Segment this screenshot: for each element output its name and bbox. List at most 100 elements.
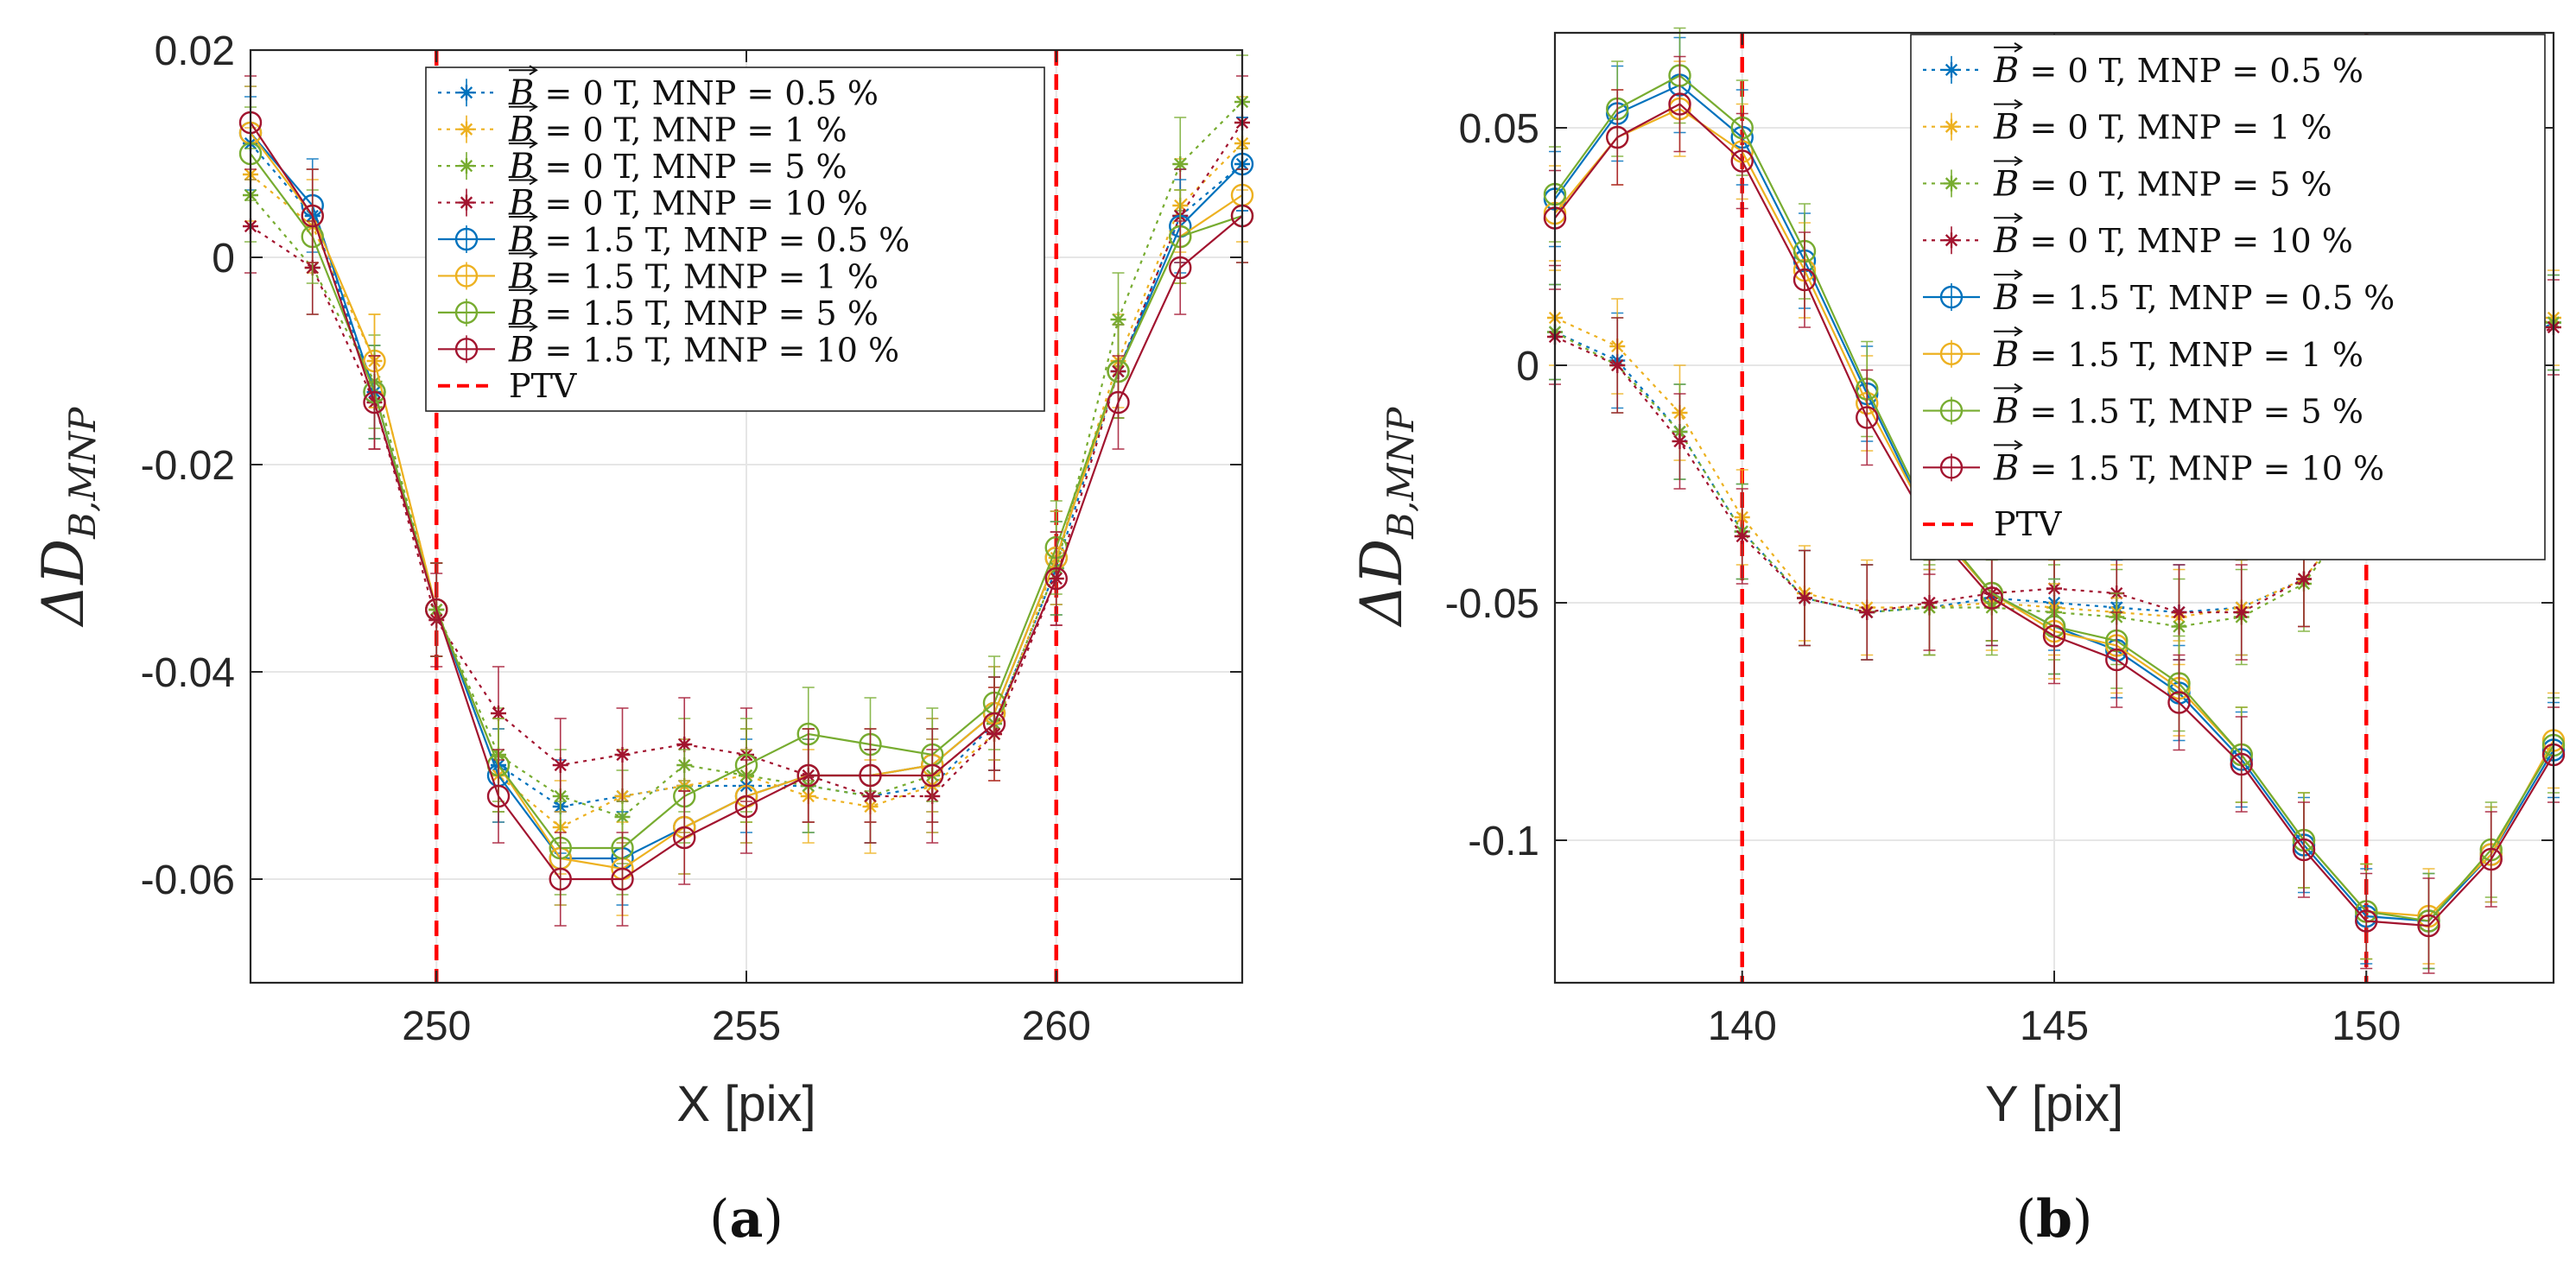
error-bar [554, 832, 567, 927]
legend-entry: B = 0 T, MNP = 0.5 % [1993, 51, 2363, 91]
legend-marker [1939, 342, 1964, 365]
legend-entry: B = 0 T, MNP = 5 % [1993, 164, 2332, 204]
legend-marker [454, 338, 479, 361]
x-tick-label: 250 [402, 1003, 471, 1049]
error-bar [2235, 716, 2248, 813]
series-8 [238, 75, 1254, 927]
data-point [1110, 312, 1126, 327]
data-point [2479, 847, 2503, 871]
y-axis-label: ΔDB,MNP [30, 407, 104, 629]
data-point [2105, 648, 2129, 672]
error-bar [616, 832, 629, 927]
legend-marker [459, 158, 474, 174]
legend-marker [1939, 456, 1964, 479]
x-tick-label: 140 [1708, 1003, 1777, 1049]
error-bar [802, 728, 815, 823]
data-point [1169, 256, 1192, 280]
chart-panel-b: 140 145 150 -0.1 -0.05 0 0.05 Y [pix] ΔDB,MNP (b)… [1348, 27, 2566, 1250]
error-bar [1673, 55, 1686, 153]
error-bar [926, 728, 939, 823]
legend: B = 0 T, MNP = 0.5 %B = 0 T, MNP = 1 %B … [1910, 34, 2546, 560]
data-point [552, 757, 568, 773]
vector-arrow-head [2014, 269, 2023, 280]
y-tick-label: -0.02 [141, 443, 235, 489]
vector-arrow-head [2014, 212, 2023, 224]
legend-entry: B = 1.5 T, MNP = 10 % [508, 330, 899, 370]
series-line [1554, 326, 2554, 614]
data-point [982, 712, 1006, 736]
legend-marker [454, 301, 479, 325]
chart-panel-a: 250 255 260 -0.06 -0.04 -0.02 0 0.02 X [pix] ΔDB,… [30, 28, 1254, 1250]
data-point [1921, 595, 1938, 611]
data-point [1107, 390, 1130, 415]
error-bar [1611, 89, 1624, 186]
data-point [2296, 571, 2312, 587]
error-bar [492, 749, 504, 844]
error-bar [1735, 112, 1748, 210]
y-tick-label: 0 [212, 236, 235, 282]
legend-entry: B = 0 T, MNP = 10 % [1993, 221, 2353, 261]
y-axis-label: ΔDB,MNP [1348, 407, 1422, 629]
data-point [491, 706, 506, 721]
y-tick-label: 0.02 [155, 28, 235, 74]
vector-arrow-head [529, 248, 538, 259]
data-point [1668, 92, 1691, 116]
error-bar [1174, 220, 1187, 315]
vector-arrow-head [529, 212, 538, 222]
legend-marker [454, 227, 479, 251]
legend-marker [1939, 399, 1964, 422]
y-tick-label: 0 [1516, 344, 1539, 389]
legend-marker [459, 121, 474, 137]
data-point [425, 598, 448, 622]
legend-entry: B = 0 T, MNP = 1 % [508, 111, 847, 150]
error-bar [306, 168, 319, 263]
error-bar [2110, 611, 2123, 708]
legend-entry-ptv: PTV [509, 367, 577, 405]
data-point [673, 826, 696, 850]
legend-marker [1944, 61, 1959, 78]
data-point [2171, 605, 2187, 620]
error-bar [740, 759, 752, 854]
data-point [486, 784, 511, 808]
data-point [859, 763, 882, 788]
data-point [1172, 156, 1189, 172]
error-bar [2048, 587, 2060, 685]
data-point [2230, 752, 2253, 776]
data-point [2292, 838, 2316, 862]
data-point [734, 794, 758, 819]
legend-marker [459, 85, 474, 101]
data-point [549, 867, 572, 891]
error-bar [2173, 654, 2186, 751]
data-point [921, 763, 944, 788]
error-bar [430, 562, 443, 657]
vector-arrow-head [529, 174, 538, 186]
vector-arrow-head [2014, 98, 2023, 110]
legend: B = 0 T, MNP = 0.5 %B = 0 T, MNP = 1 %B … [425, 65, 1045, 412]
data-point [2167, 691, 2191, 714]
data-point [1672, 434, 1688, 449]
error-bar [678, 790, 691, 885]
legend-marker [1939, 285, 1964, 309]
data-point [1856, 406, 1879, 429]
error-bar [2484, 811, 2497, 908]
x-tick-label: 255 [712, 1003, 781, 1049]
data-point [1730, 149, 1754, 173]
x-tick-label: 145 [2020, 1003, 2089, 1049]
legend-entry: B = 1.5 T, MNP = 0.5 % [1993, 278, 2395, 318]
data-point [363, 390, 386, 415]
data-point [1980, 586, 2003, 610]
vector-arrow-head [529, 285, 538, 295]
y-tick-label: -0.05 [1445, 581, 1539, 627]
y-tick-label: -0.04 [141, 650, 235, 696]
data-point [1606, 125, 1629, 149]
error-bar [2298, 801, 2310, 898]
data-point [614, 747, 631, 763]
data-point [2417, 914, 2440, 938]
vector-arrow-head [2014, 42, 2023, 53]
legend-entry: B = 1.5 T, MNP = 5 % [508, 294, 879, 333]
data-point [301, 204, 324, 228]
data-point [611, 867, 634, 891]
data-point [1609, 358, 1626, 373]
legend-marker [1944, 118, 1959, 135]
